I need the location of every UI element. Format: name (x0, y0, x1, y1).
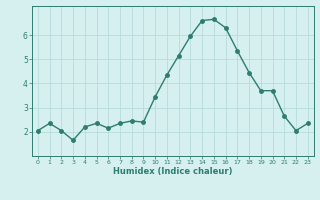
X-axis label: Humidex (Indice chaleur): Humidex (Indice chaleur) (113, 167, 233, 176)
